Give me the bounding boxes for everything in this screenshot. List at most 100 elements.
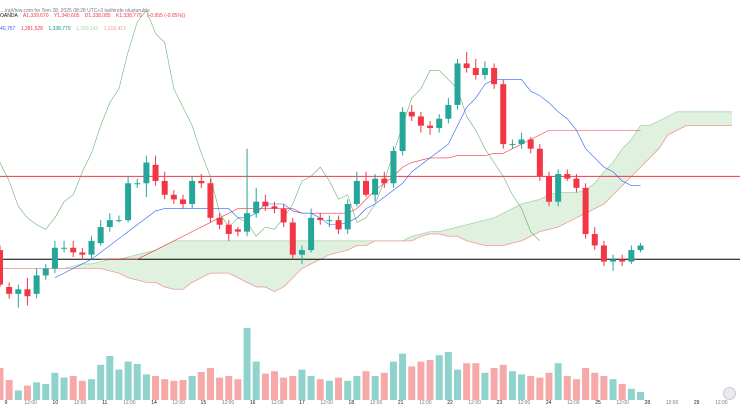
candle-body	[79, 252, 86, 255]
candle-body	[363, 180, 369, 195]
candle-body	[280, 208, 287, 223]
tradingview-logo-icon[interactable]	[723, 387, 736, 400]
volume-bar	[527, 376, 535, 400]
cloud-segment	[695, 111, 705, 126]
cloud-segment	[247, 240, 257, 287]
cloud-segment	[118, 257, 129, 278]
volume-bar	[225, 376, 233, 400]
candle-body	[234, 229, 241, 232]
candle-body	[161, 180, 168, 195]
cloud-segment	[521, 201, 531, 241]
cloud-segment	[466, 222, 476, 244]
x-tick-label: 12:00	[74, 400, 87, 406]
cloud-segment	[722, 111, 732, 126]
cloud-span-b-line	[0, 125, 732, 293]
x-tick-label: 12:00	[518, 400, 531, 406]
x-tick-label: 12:00	[320, 400, 333, 406]
x-tick-label: 10	[53, 400, 59, 406]
volume-bar	[463, 363, 471, 400]
ohlc-low: D1,338,085	[84, 13, 111, 19]
cloud-segment	[155, 245, 165, 287]
ohlc-close: K1,338,770	[116, 13, 142, 19]
volume-bar	[0, 368, 4, 400]
volume-bar	[325, 380, 333, 400]
cloud-segment	[82, 263, 92, 269]
ichimoku-value-span-b: 1,316,412	[103, 26, 126, 32]
cloud-segment	[109, 259, 119, 274]
volume-bar	[600, 376, 608, 400]
volume-bar	[280, 377, 288, 400]
candle-body	[481, 68, 488, 75]
x-tick-label: 12:00	[468, 400, 481, 406]
candle-body	[97, 227, 104, 244]
cloud-segment	[183, 240, 193, 290]
candle-body	[308, 217, 315, 251]
ichimoku-value-kijun: 1,381,528	[20, 26, 43, 32]
cloud-segment	[420, 231, 431, 237]
volume-bar	[572, 379, 580, 400]
x-tick-label: 11	[102, 400, 107, 406]
candle-body	[170, 194, 177, 200]
candle-body	[15, 289, 22, 294]
x-tick-label: 12:00	[616, 400, 629, 406]
candle-body	[546, 176, 552, 202]
x-tick-label: 12:00	[172, 400, 185, 406]
candle-body	[0, 250, 3, 285]
candle-body	[527, 139, 534, 149]
cloud-segment	[475, 220, 485, 246]
ichimoku-value-span-a: 1,300,143	[75, 26, 99, 32]
candle-body	[207, 183, 214, 218]
volume-bar	[133, 364, 141, 400]
candle-body	[536, 148, 543, 177]
x-tick-label: 12:00	[567, 400, 580, 406]
x-tick-label: 12:00	[419, 400, 432, 406]
cloud-segment	[448, 227, 458, 237]
x-tick-label: 12:00	[370, 400, 383, 406]
candle-body	[463, 63, 470, 69]
x-tick-label: 17	[299, 400, 305, 406]
symbol-label: OANDA	[0, 13, 18, 19]
candle-body	[253, 201, 260, 214]
x-tick-label: 23	[497, 400, 503, 406]
cloud-segment	[512, 204, 522, 244]
volume-bar	[69, 376, 77, 400]
volume-bar	[197, 372, 205, 400]
cloud-segment	[640, 125, 650, 168]
volume-bar	[42, 384, 50, 400]
cloud-segment	[631, 125, 641, 177]
ohlc-change: (-0.955 (-0.05%))	[147, 13, 186, 19]
candle-body	[582, 187, 589, 234]
cloud-segment	[622, 139, 632, 186]
cloud-segment	[164, 240, 174, 290]
volume-bar	[206, 368, 214, 400]
source-line: …ingView.com for Tem 28, 2025 08:28 UTC+…	[0, 8, 150, 14]
cloud-segment	[704, 111, 714, 126]
volume-bar	[335, 377, 343, 400]
cloud-segment	[100, 259, 110, 271]
volume-bar	[152, 376, 160, 400]
candle-body	[454, 63, 461, 105]
candle-body	[427, 125, 434, 128]
volume-bar	[380, 372, 388, 400]
candle-body	[271, 206, 278, 209]
ohlc-open: A1,339,670	[22, 13, 49, 19]
candle-body	[555, 174, 562, 202]
cloud-segment	[686, 111, 696, 126]
cloud-segment	[658, 116, 668, 149]
volume-bar	[609, 379, 617, 400]
volume-bar	[161, 379, 169, 400]
volume-bar	[508, 371, 516, 400]
ichimoku-legend: 40,757 1,381,528 1,338,770 1,300,143 1,3…	[0, 26, 130, 32]
cloud-segment	[338, 240, 348, 253]
cloud-segment	[430, 231, 440, 234]
volume-bar	[60, 377, 68, 400]
cloud-segment	[256, 240, 266, 287]
volume-bar	[417, 361, 425, 400]
candle-body	[115, 220, 122, 222]
cloud-segment	[237, 240, 248, 283]
volume-bar	[252, 361, 260, 400]
candle-body	[344, 204, 351, 230]
candle-body	[417, 116, 424, 126]
candle-body	[244, 213, 251, 232]
